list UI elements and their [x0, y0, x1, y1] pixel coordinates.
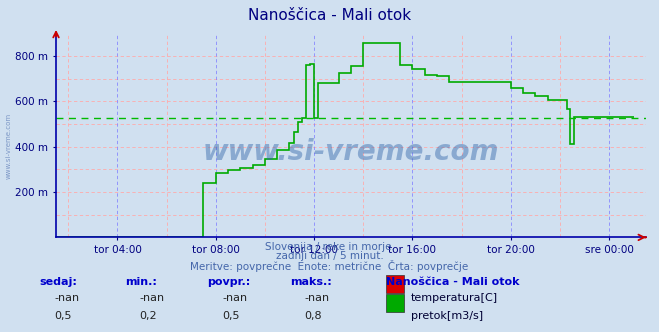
Text: 0,5: 0,5 — [222, 311, 240, 321]
Text: 0,2: 0,2 — [140, 311, 158, 321]
Text: maks.:: maks.: — [290, 277, 331, 287]
Text: -nan: -nan — [222, 293, 247, 303]
Text: Nanoščica - Mali otok: Nanoščica - Mali otok — [386, 277, 519, 287]
Text: -nan: -nan — [140, 293, 165, 303]
Text: pretok[m3/s]: pretok[m3/s] — [411, 311, 482, 321]
Text: povpr.:: povpr.: — [208, 277, 251, 287]
Text: www.si-vreme.com: www.si-vreme.com — [5, 113, 11, 179]
Text: min.:: min.: — [125, 277, 157, 287]
Text: -nan: -nan — [304, 293, 330, 303]
Text: 0,8: 0,8 — [304, 311, 322, 321]
Text: zadnji dan / 5 minut.: zadnji dan / 5 minut. — [275, 251, 384, 261]
Text: Nanoščica - Mali otok: Nanoščica - Mali otok — [248, 8, 411, 23]
Text: Meritve: povprečne  Enote: metrične  Črta: povprečje: Meritve: povprečne Enote: metrične Črta:… — [190, 260, 469, 272]
Text: -nan: -nan — [54, 293, 79, 303]
Text: 0,5: 0,5 — [54, 311, 72, 321]
Text: sedaj:: sedaj: — [40, 277, 77, 287]
Text: www.si-vreme.com: www.si-vreme.com — [203, 138, 499, 166]
Text: temperatura[C]: temperatura[C] — [411, 293, 498, 303]
Text: Slovenija / reke in morje.: Slovenija / reke in morje. — [264, 242, 395, 252]
